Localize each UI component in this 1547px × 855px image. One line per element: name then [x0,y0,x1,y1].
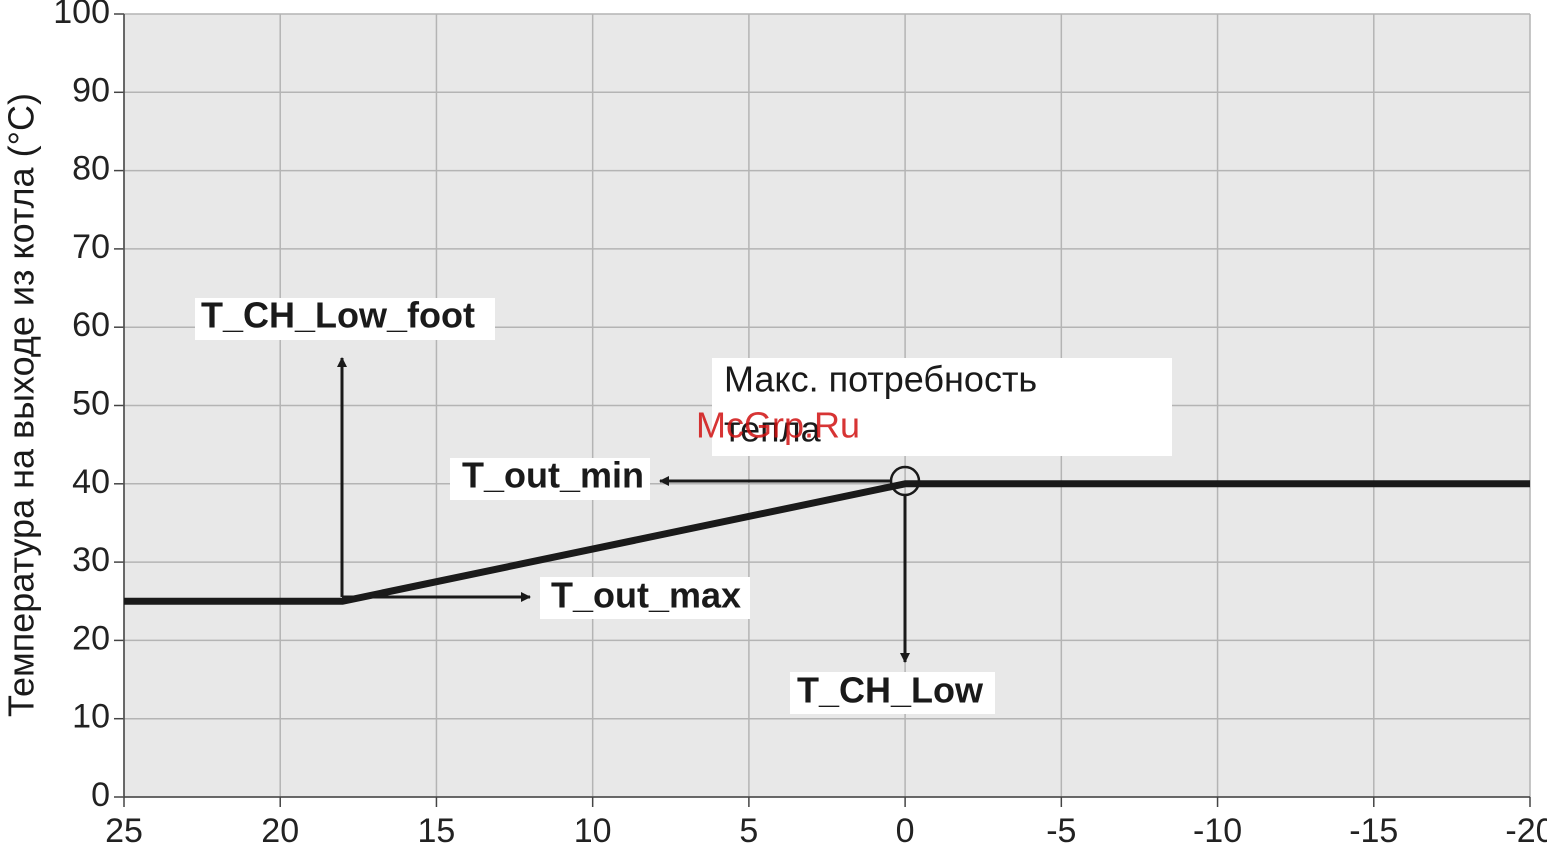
y-tick-label: 80 [72,150,110,188]
x-tick-label: 25 [105,812,143,850]
annotation: T_out_max [551,575,741,616]
annotation: T_CH_Low_foot [201,295,475,336]
y-axis-label: Температура на выходе из котла (°C) [1,93,42,717]
y-tick-label: 70 [72,228,110,266]
y-tick-label: 20 [72,619,110,657]
y-tick-label: 40 [72,463,110,501]
annotation: Макс. потребность [724,359,1037,400]
x-tick-label: -10 [1193,812,1242,850]
y-tick-label: 50 [72,384,110,422]
x-tick-label: 15 [418,812,456,850]
y-tick-label: 100 [53,0,110,31]
label-box [712,358,1172,456]
y-tick-label: 0 [91,776,110,814]
y-tick-label: 10 [72,698,110,736]
y-tick-label: 90 [72,71,110,109]
x-tick-label: 0 [896,812,915,850]
x-tick-label: -15 [1349,812,1398,850]
label-bg [195,298,495,340]
annotations: T_CH_Low_foot T_out_min T_out_max T_CH_L… [195,295,1172,714]
x-tick-label: -5 [1046,812,1076,850]
annotation: T_CH_Low [797,670,984,711]
x-tick-label: 5 [739,812,758,850]
x-tick-label: 10 [574,812,612,850]
label-bg [790,672,995,714]
y-tick-label: 60 [72,306,110,344]
data-line [124,480,1530,605]
annotation: T_out_min [462,455,644,496]
label-bg [450,458,650,500]
y-tick-label: 30 [72,541,110,579]
label-bg [540,577,750,619]
annotation: тепла [724,409,822,450]
watermark: McGrp.Ru [696,405,860,446]
x-tick-label: -20 [1505,812,1547,850]
x-tick-label: 20 [261,812,299,850]
